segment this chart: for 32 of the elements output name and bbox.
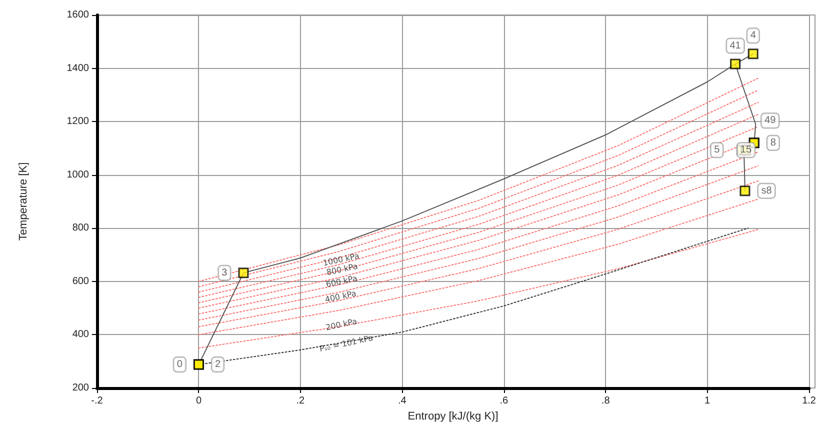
y-tick-label: 1400 (66, 62, 90, 74)
series-label: 3 (222, 267, 228, 278)
x-tick-label: -.2 (91, 396, 104, 406)
annotation: 600 kPa (325, 274, 358, 290)
annotation: 400 kPa (324, 288, 358, 304)
series-label: s8 (761, 185, 772, 196)
annotation: Pₛ₀ = 101 kPa (318, 333, 374, 354)
x-tick-label: .8 (601, 396, 610, 406)
series-label: 49 (764, 115, 776, 126)
series-label: 2 (214, 359, 221, 370)
series-label: 15 (740, 144, 752, 156)
series-label: 4 (750, 30, 756, 42)
series-label: 8 (770, 137, 776, 148)
y-tick-label: 200 (72, 382, 90, 394)
y-tick-label: 1000 (66, 169, 90, 180)
x-tick-label: .6 (500, 396, 508, 406)
x-tick-label: 0 (196, 396, 202, 406)
y-tick-label: 1200 (66, 116, 90, 128)
y-axis-title: Temperature [K] (18, 162, 30, 241)
x-axis-title: Entropy [kJ/(kg K)] (408, 410, 498, 422)
series-label: 41 (730, 40, 742, 52)
x-tick-label: 1 (704, 396, 711, 406)
series-label: 0 (176, 359, 183, 370)
x-tick-label: .2 (296, 396, 306, 406)
x-tick-label: 1.2 (802, 396, 816, 406)
y-tick-label: 800 (72, 222, 90, 234)
annotation: 200 kPa (324, 316, 358, 332)
y-tick-label: 400 (72, 329, 90, 340)
y-tick-label: 600 (72, 276, 90, 287)
y-tick-label: 1600 (66, 10, 90, 20)
x-tick-label: .4 (398, 396, 407, 406)
series-label: 5 (714, 144, 720, 156)
